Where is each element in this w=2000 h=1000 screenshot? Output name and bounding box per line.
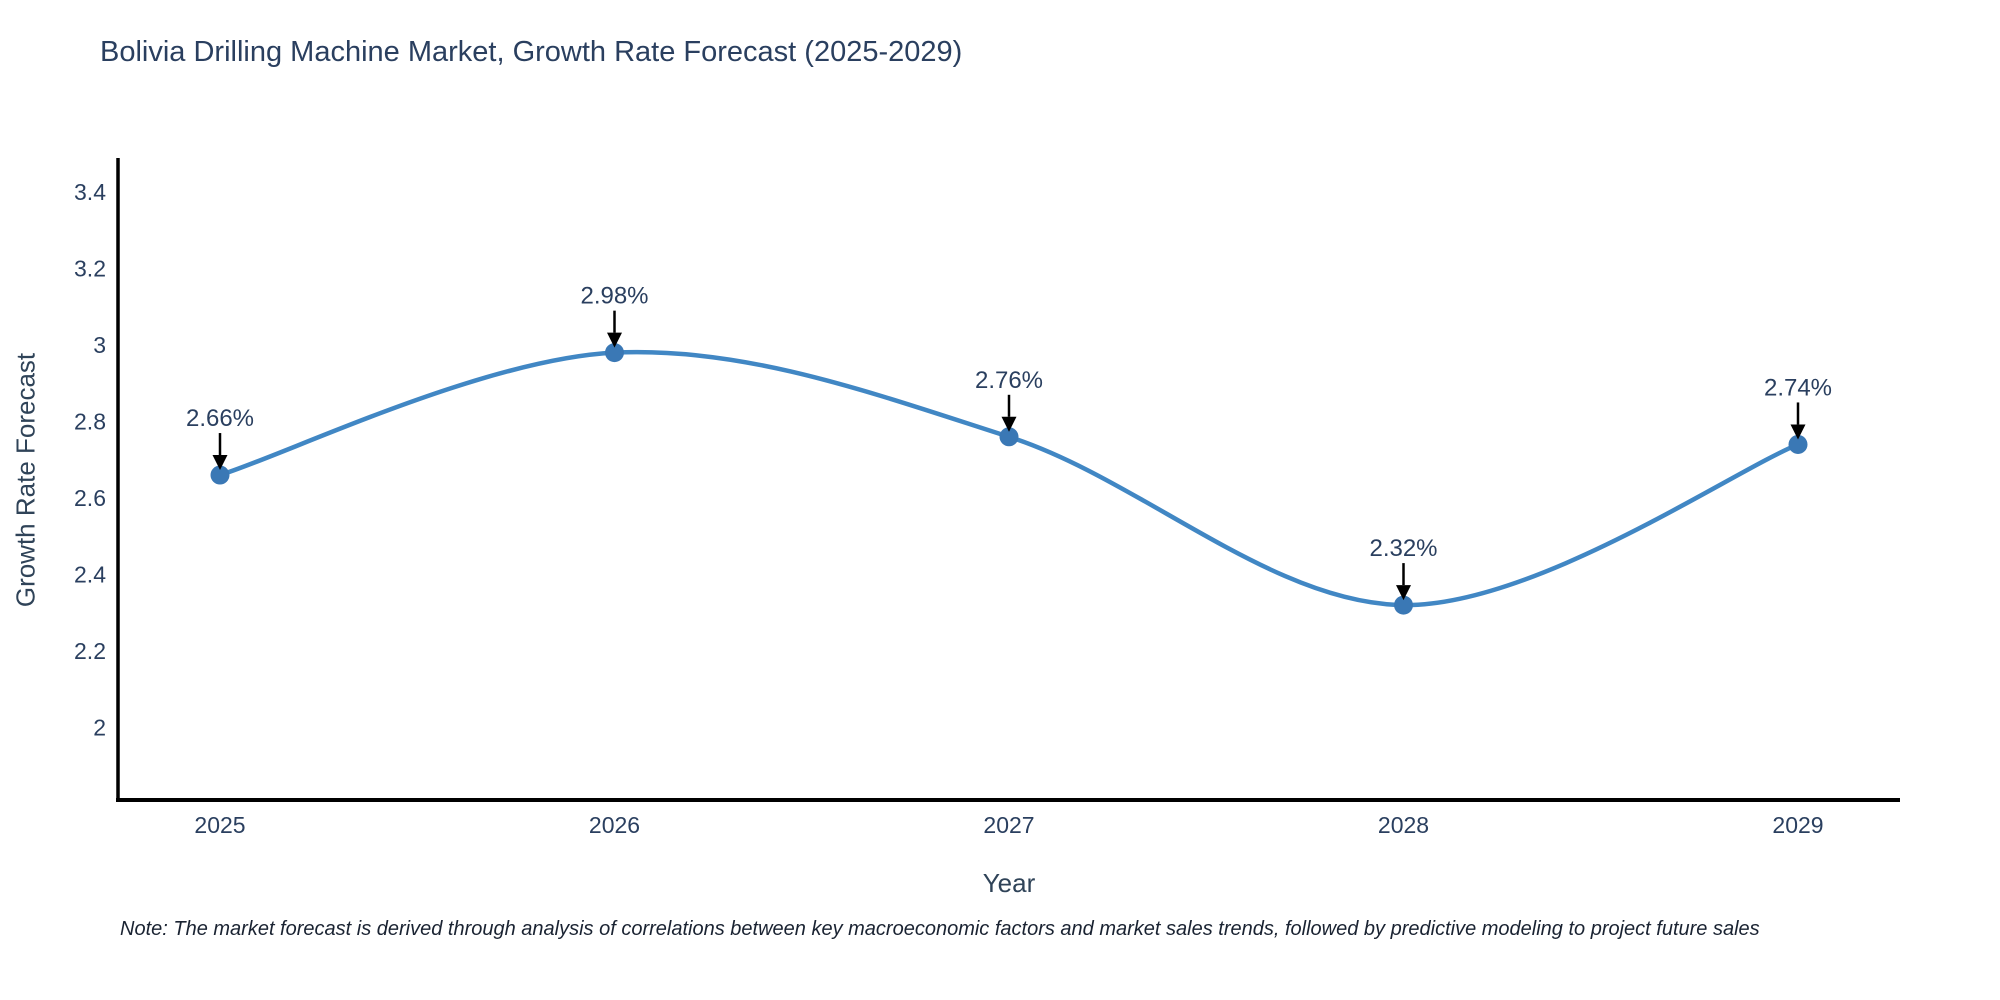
x-tick-label: 2029 [1772,812,1823,838]
data-point-2028[interactable] [1394,595,1413,615]
x-tick-label: 2027 [983,812,1034,838]
y-tick-label: 2.2 [74,638,106,664]
x-tick-label: 2025 [194,812,245,838]
chart-title: Bolivia Drilling Machine Market, Growth … [100,36,963,68]
annotation-label: 2.76% [975,367,1043,394]
x-tick-label: 2026 [589,812,640,838]
x-tick-label: 2028 [1378,812,1429,838]
annotation-arrowhead-icon [1396,585,1411,601]
data-point-2027[interactable] [999,427,1019,447]
y-tick-label: 3.2 [74,256,106,282]
annotation-label: 2.32% [1369,535,1437,562]
y-tick-label: 3.4 [74,179,106,205]
annotation-label: 2.66% [186,405,254,432]
x-axis-title: Year [982,868,1036,898]
footnote: Note: The market forecast is derived thr… [120,918,1760,940]
data-point-2025[interactable] [210,465,230,485]
annotation-arrowhead-icon [212,455,228,471]
data-point-2026[interactable] [605,343,624,363]
annotation-label: 2.98% [580,283,648,310]
y-tick-label: 2.8 [74,409,106,435]
y-tick-label: 2.4 [74,562,106,588]
annotation-label: 2.74% [1764,374,1832,401]
y-tick-label: 2 [93,715,106,741]
annotation-arrowhead-icon [607,332,622,348]
data-point-2029[interactable] [1788,434,1808,454]
y-tick-label: 2.6 [74,485,106,511]
annotation-arrowhead-icon [1001,416,1017,432]
y-tick-label: 3 [93,332,106,358]
annotation-arrowhead-icon [1790,424,1806,440]
